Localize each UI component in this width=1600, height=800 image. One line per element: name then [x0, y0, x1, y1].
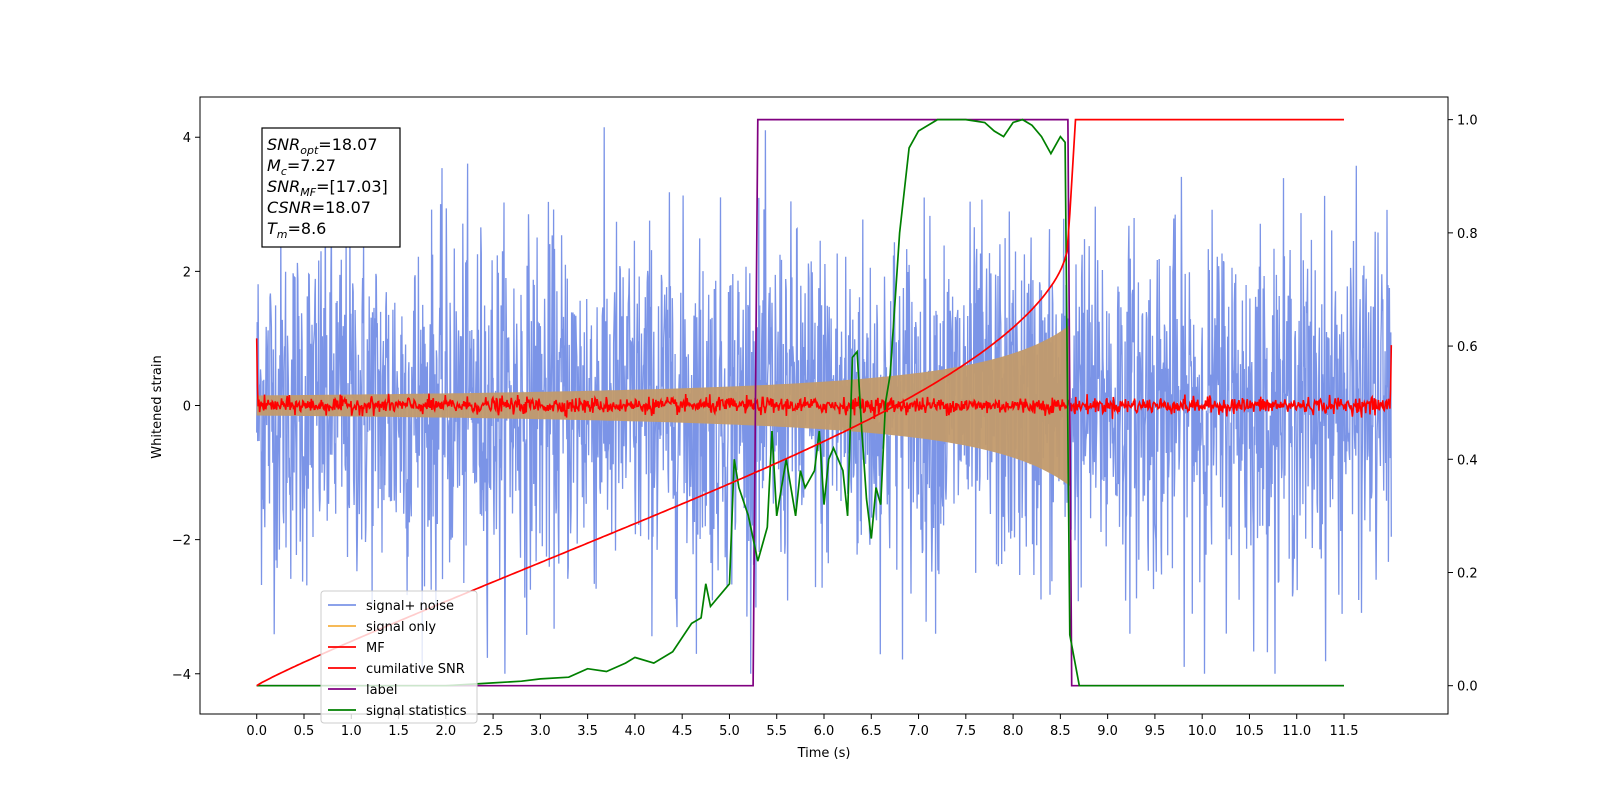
x-tick-label: 2.5	[483, 724, 504, 739]
x-tick-label: 6.5	[861, 724, 882, 739]
x-tick-label: 0.0	[246, 724, 267, 739]
snr-annotation-box: SNRopt=18.07Mc=7.27SNRMF=[17.03]CSNR=18.…	[261, 127, 401, 248]
x-tick-label: 7.5	[955, 724, 976, 739]
x-tick-label: 9.5	[1145, 724, 1166, 739]
x-axis: 0.0 0.5 1.0 1.5 2.0 2.5 3.0 3.5 4.0 4.5 5.0 5.5 6.0 6…	[246, 714, 1358, 739]
legend: signal+ noise signal only MF cumilative SNR…	[320, 590, 478, 724]
x-tick-label: 8.0	[1003, 724, 1024, 739]
y-right-tick-label: 0.0	[1457, 680, 1478, 695]
y-axis-right: 1.0 0.8 0.6 0.4 0.2 0.0	[1448, 114, 1478, 695]
x-tick-label: 0.5	[294, 724, 315, 739]
annotation-frame	[261, 127, 401, 248]
y-left-tick-label: 2	[183, 265, 191, 280]
x-tick-label: 11.5	[1330, 724, 1359, 739]
legend-label: signal only	[366, 620, 436, 635]
x-tick-label: 10.5	[1235, 724, 1264, 739]
legend-label: signal+ noise	[366, 599, 454, 614]
x-tick-label: 8.5	[1050, 724, 1071, 739]
x-tick-label: 7.0	[908, 724, 929, 739]
y-left-tick-label: −2	[172, 534, 191, 549]
x-tick-label: 5.5	[766, 724, 787, 739]
annotation-line: SNRMF=[17.03]	[267, 177, 388, 199]
y-left-tick-label: −4	[172, 668, 191, 683]
y-axis-left: 4 2 0 −2 −4	[172, 131, 200, 683]
y-right-tick-label: 0.4	[1457, 453, 1478, 468]
legend-label: label	[366, 683, 397, 698]
y-right-tick-label: 1.0	[1457, 114, 1478, 129]
annotation-line: Tm=8.6	[267, 219, 326, 241]
x-tick-label: 3.5	[577, 724, 598, 739]
y-left-tick-label: 0	[183, 400, 191, 415]
y-right-tick-label: 0.2	[1457, 566, 1478, 581]
x-tick-label: 9.0	[1097, 724, 1118, 739]
legend-label: cumilative SNR	[366, 662, 465, 677]
x-tick-label: 4.0	[625, 724, 646, 739]
y-left-tick-label: 4	[183, 131, 191, 146]
x-tick-label: 6.0	[814, 724, 835, 739]
y-right-tick-label: 0.8	[1457, 227, 1478, 242]
annotation-line: CSNR=18.07	[267, 198, 371, 217]
x-tick-label: 1.0	[341, 724, 362, 739]
x-tick-label: 4.5	[672, 724, 693, 739]
y-axis-label: Whitened strain	[150, 355, 165, 458]
series-mf-line	[255, 338, 1393, 420]
legend-label: signal statistics	[366, 704, 467, 719]
x-axis-label: Time (s)	[797, 746, 851, 761]
annotation-line: SNRopt=18.07	[267, 135, 378, 157]
y-right-tick-label: 0.6	[1457, 340, 1478, 355]
x-tick-label: 11.0	[1282, 724, 1311, 739]
x-tick-label: 10.0	[1188, 724, 1217, 739]
x-tick-label: 1.5	[388, 724, 409, 739]
x-tick-label: 3.0	[530, 724, 551, 739]
series-signal-statistics-line	[256, 118, 1344, 687]
x-tick-label: 2.0	[435, 724, 456, 739]
legend-frame	[320, 590, 478, 724]
legend-label: MF	[366, 641, 385, 656]
annotation-line: Mc=7.27	[267, 156, 336, 178]
x-tick-label: 5.0	[719, 724, 740, 739]
